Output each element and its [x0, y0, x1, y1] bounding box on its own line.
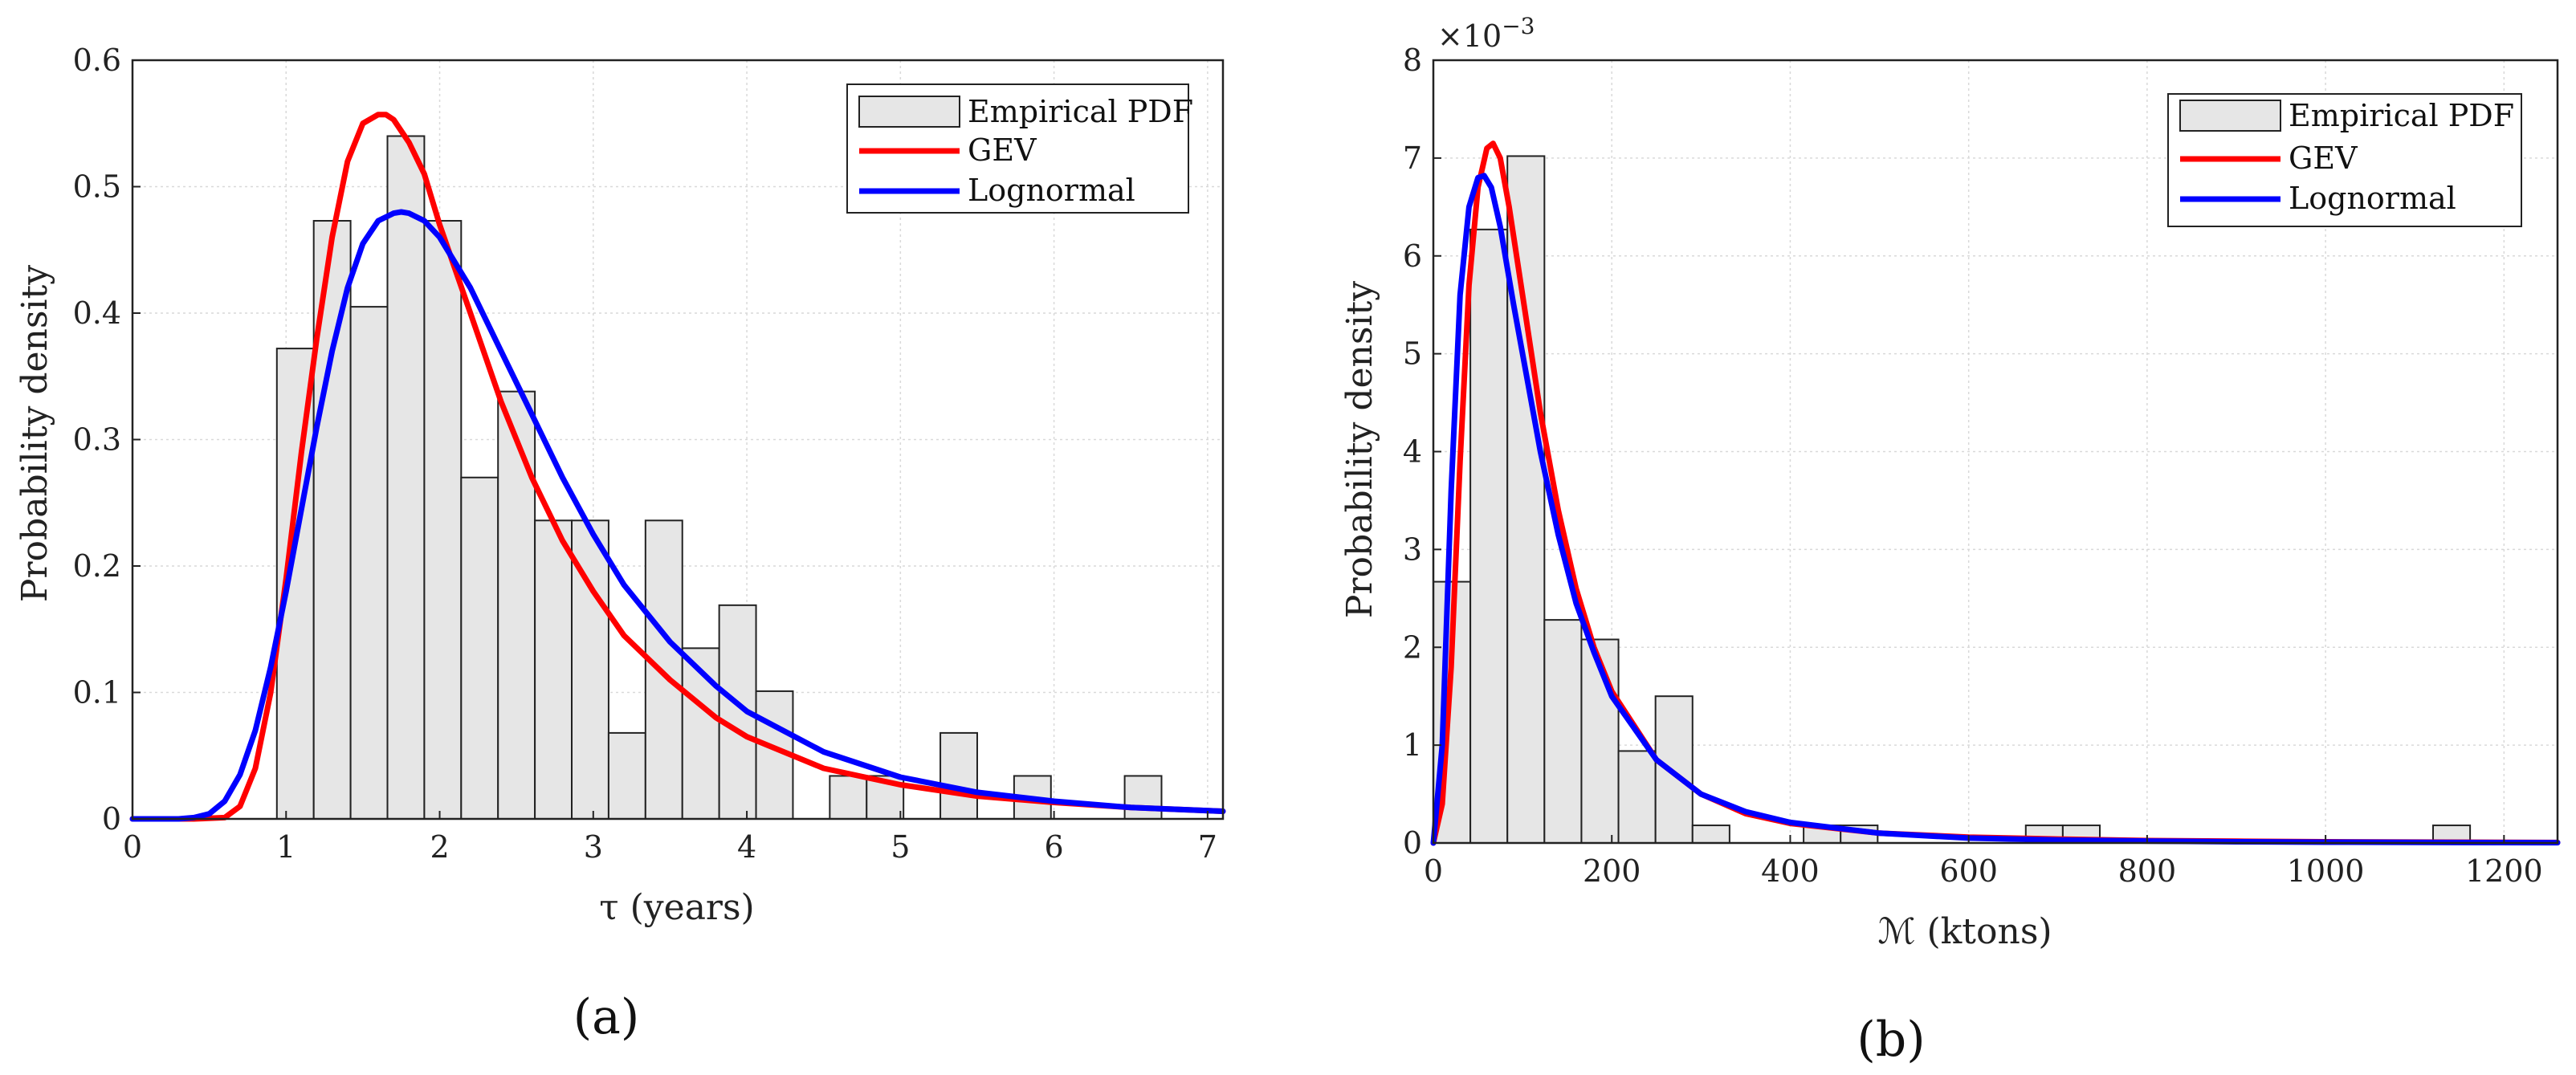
panel-b-y-multiplier-exp: −3 [1502, 13, 1535, 39]
x-tick-label: 800 [2118, 853, 2177, 889]
histogram-bar [497, 390, 536, 820]
y-tick-label: 5 [1403, 336, 1422, 372]
legend-swatch-empirical [2179, 100, 2281, 132]
histogram-bar [607, 731, 646, 821]
legend-swatch-empirical [858, 96, 960, 128]
legend-label-gev: GEV [2289, 140, 2358, 176]
panel-a-ticks: 0 1 2 3 4 5 6 7 0 0.1 0.2 0.3 0.4 0.5 0.6 [73, 43, 1217, 865]
legend-label-empirical: Empirical PDF [2289, 98, 2514, 133]
legend-label-empirical: Empirical PDF [968, 94, 1193, 129]
x-tick-label: 3 [584, 829, 603, 865]
panel-b-xlabel: ℳ (ktons) [1877, 911, 2052, 952]
y-tick-label: 0.3 [73, 422, 121, 458]
legend-label-lognormal: Lognormal [2289, 181, 2456, 216]
histogram-bar [386, 135, 426, 820]
legend-label-lognormal: Lognormal [968, 173, 1135, 208]
histogram-bar [460, 476, 499, 820]
y-tick-label: 3 [1403, 531, 1422, 567]
lognormal-curve [129, 209, 1226, 822]
y-tick-label: 2 [1403, 629, 1422, 665]
y-tick-label: 0.1 [73, 675, 121, 711]
x-tick-label: 200 [1583, 853, 1641, 889]
legend-label-gev: GEV [968, 132, 1037, 168]
panel-b-curves [1430, 140, 2561, 846]
panel-a: 0 1 2 3 4 5 6 7 0 0.1 0.2 0.3 0.4 0.5 0.6 Empirical PD… [14, 43, 1226, 1045]
y-tick-label: 0.4 [73, 295, 121, 331]
x-tick-label: 0 [123, 829, 142, 865]
panel-b: 0 200 400 600 800 1000 1200 0 1 2 3 4 5 6 7 8 Empirical… [1339, 13, 2561, 1068]
histogram-bar [1506, 155, 1546, 844]
histogram-bar [1469, 228, 1509, 844]
panel-a-xlabel: τ (years) [599, 887, 754, 928]
y-tick-label: 0.5 [73, 169, 121, 205]
x-tick-label: 5 [891, 829, 910, 865]
y-tick-label: 1 [1403, 727, 1422, 763]
histogram-bar [1543, 619, 1583, 844]
histogram-bar [1123, 775, 1163, 821]
histogram-bar [1654, 695, 1694, 844]
y-tick-label: 0.6 [73, 43, 121, 78]
panel-a-legend: Empirical PDF GEV Lognormal [846, 83, 1193, 214]
x-tick-label: 2 [430, 829, 449, 865]
y-tick-label: 8 [1403, 43, 1422, 78]
x-tick-label: 1200 [2465, 853, 2543, 889]
histogram-bar [423, 220, 463, 820]
histogram-bar [829, 775, 868, 821]
x-tick-label: 6 [1045, 829, 1064, 865]
histogram-bar [1691, 825, 1730, 844]
histogram-bar [349, 306, 389, 820]
panel-b-caption: (b) [1857, 1012, 1925, 1068]
x-tick-label: 1000 [2287, 853, 2365, 889]
histogram-bar [1617, 750, 1657, 844]
x-tick-label: 1 [276, 829, 296, 865]
y-tick-label: 0.2 [73, 548, 121, 584]
panel-a-caption: (a) [573, 989, 640, 1045]
panel-b-y-multiplier: ×10−3 [1437, 13, 1535, 54]
x-tick-label: 4 [737, 829, 756, 865]
panel-b-histogram [1433, 155, 2472, 844]
histogram-bar [534, 519, 573, 820]
x-tick-label: 7 [1198, 829, 1217, 865]
histogram-bar [644, 519, 683, 820]
y-tick-label: 4 [1403, 434, 1422, 470]
panel-a-curves [129, 112, 1226, 822]
panel-b-ticks: 0 200 400 600 800 1000 1200 0 1 2 3 4 5 6 7 8 [1403, 43, 2543, 889]
y-tick-label: 0 [1403, 825, 1422, 861]
lognormal-curve [1430, 173, 2561, 846]
panel-b-ylabel: Probability density [1339, 281, 1380, 618]
y-tick-label: 7 [1403, 140, 1422, 176]
y-tick-label: 0 [102, 801, 121, 837]
histogram-bar [681, 647, 720, 820]
panel-b-legend: Empirical PDF GEV Lognormal [2167, 93, 2522, 227]
panel-b-y-multiplier-base: ×10 [1437, 18, 1502, 54]
x-tick-label: 0 [1424, 853, 1443, 889]
histogram-bar [940, 731, 978, 821]
panel-a-ylabel: Probability density [14, 265, 55, 602]
x-tick-label: 400 [1761, 853, 1820, 889]
y-tick-label: 6 [1403, 238, 1422, 274]
x-tick-label: 600 [1939, 853, 1998, 889]
